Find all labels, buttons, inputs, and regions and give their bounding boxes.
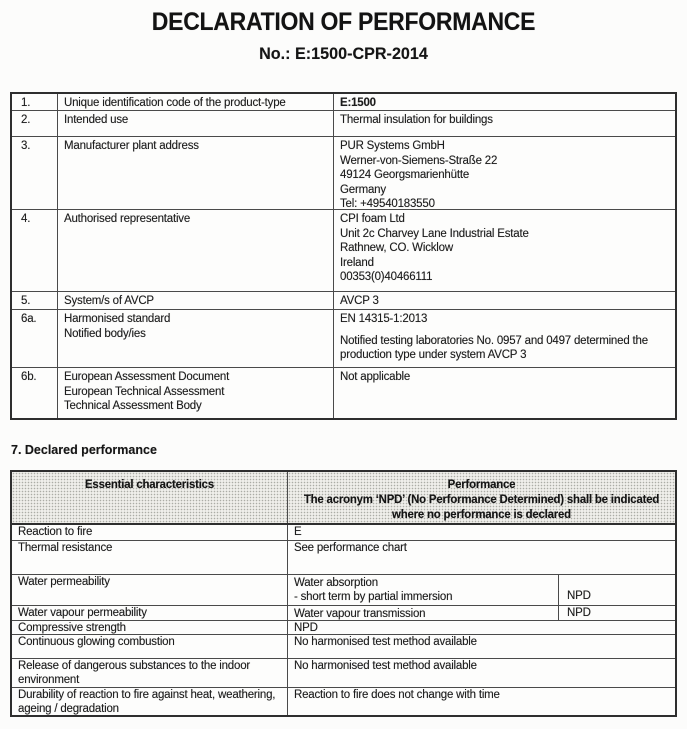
doc-number: No.: E:1500-CPR-2014 (259, 44, 428, 63)
row-label: System/s of AVCP (58, 292, 334, 309)
row-number: 5. (12, 292, 58, 309)
identification-table: 1. Unique identification code of the pro… (10, 92, 677, 420)
npd-value: NPD (567, 589, 591, 602)
performance-value: No harmonised test method available (294, 660, 477, 672)
label-line: Notified body/ies (64, 327, 146, 340)
row-number: 2. (12, 111, 58, 136)
performance-value: See performance chart (294, 542, 407, 554)
characteristic-label: Durability of reaction to fire against h… (12, 688, 288, 715)
label-line: Technical Assessment Body (64, 400, 202, 413)
characteristic-label: Water vapour permeability (12, 606, 288, 620)
table-row: 1. Unique identification code of the pro… (12, 94, 675, 111)
row-number: 6a. (12, 310, 58, 367)
row-value: E:1500 (340, 97, 376, 109)
description-line: - short term by partial immersion (294, 591, 453, 603)
table-row: 6b. European Assessment Document Europea… (12, 368, 675, 418)
npd-value: NPD (567, 607, 591, 619)
table-row: 2. Intended use Thermal insulation for b… (12, 111, 675, 137)
address-line: Werner-von-Siemens-Straße 22 (340, 154, 498, 167)
header-line: Performance (447, 477, 516, 491)
characteristic-label: Release of dangerous substances to the i… (12, 659, 288, 687)
address-line: 49124 Georgsmarienhütte (340, 169, 470, 182)
performance-value: No harmonised test method available (294, 636, 477, 648)
table-header-row: Essential characteristics Performance Th… (12, 472, 675, 525)
table-row: Water permeability Water absorption - sh… (12, 575, 675, 606)
declared-performance-heading: 7. Declared performance (11, 443, 157, 457)
address-line: Ireland (340, 256, 374, 269)
characteristic-label: Compressive strength (12, 621, 288, 634)
standard-reference: EN 14315-1:2013 (340, 313, 428, 325)
row-value: Thermal insulation for buildings (340, 114, 493, 126)
performance-value: E (294, 526, 302, 538)
performance-cell: Water absorption - short term by partial… (288, 575, 675, 605)
performance-cell: Water vapour transmission NPD (288, 606, 675, 620)
manufacturer-address: PUR Systems GmbH Werner-von-Siemens-Stra… (334, 137, 675, 209)
characteristic-label: Water permeability (12, 575, 288, 605)
address-line: Rathnew, CO. Wicklow (340, 242, 453, 255)
row-label: Unique identification code of the produc… (58, 94, 334, 110)
performance-table: Essential characteristics Performance Th… (10, 470, 677, 717)
performance-value: NPD (294, 622, 318, 634)
table-row: 3. Manufacturer plant address PUR System… (12, 137, 675, 210)
table-row: Water vapour permeability Water vapour t… (12, 606, 675, 621)
table-row: Reaction to fire E (12, 525, 675, 541)
label-line: Harmonised standard (64, 313, 171, 325)
row-value: AVCP 3 (340, 295, 379, 307)
performance-description: Water absorption - short term by partial… (288, 575, 559, 605)
table-row: Compressive strength NPD (12, 621, 675, 635)
row-number: 6b. (12, 368, 58, 418)
characteristic-label: Continuous glowing combustion (12, 635, 288, 658)
address-line: CPI foam Ltd (340, 213, 405, 225)
representative-address: CPI foam Ltd Unit 2c Charvey Lane Indust… (334, 210, 675, 291)
row-label: Manufacturer plant address (58, 137, 334, 209)
row-label: Intended use (58, 111, 334, 136)
address-line: PUR Systems GmbH (340, 140, 445, 152)
address-line: 00353(0)40466111 (340, 271, 433, 284)
label-line: European Assessment Document (64, 371, 230, 383)
address-line: Unit 2c Charvey Lane Industrial Estate (340, 227, 529, 240)
harmonised-standard-value: EN 14315-1:2013 Notified testing laborat… (334, 310, 675, 367)
characteristic-label: Thermal resistance (12, 541, 288, 574)
notified-bodies-note: Notified testing laboratories No. 0957 a… (340, 334, 648, 362)
doc-title: DECLARATION OF PERFORMANCE (151, 8, 536, 36)
performance-value: Reaction to fire does not change with ti… (294, 689, 500, 701)
row-label: Authorised representative (58, 210, 334, 291)
characteristic-label: Reaction to fire (12, 525, 288, 540)
row-number: 4. (12, 210, 58, 291)
header-line: The acronym ‘NPD’ (No Performance Determ… (303, 491, 660, 506)
row-number: 1. (12, 94, 58, 110)
label-line: European Technical Assessment (64, 385, 225, 398)
table-row: 4. Authorised representative CPI foam Lt… (12, 210, 675, 292)
row-value: Not applicable (340, 371, 411, 383)
table-row: Release of dangerous substances to the i… (12, 659, 675, 688)
header-line: where no performance is declared (392, 506, 571, 521)
table-row: 6a. Harmonised standard Notified body/ie… (12, 310, 675, 368)
table-row: Continuous glowing combustion No harmoni… (12, 635, 675, 659)
table-row: 5. System/s of AVCP AVCP 3 (12, 292, 675, 310)
performance-description: Water vapour transmission (288, 606, 559, 620)
row-label: Harmonised standard Notified body/ies (58, 310, 334, 367)
address-line: Tel: +49540183550 (340, 198, 435, 209)
table-row: Durability of reaction to fire against h… (12, 688, 675, 715)
table-row: Thermal resistance See performance chart (12, 541, 675, 575)
col-header-essential-characteristics: Essential characteristics (12, 472, 288, 523)
col-header-performance: Performance The acronym ‘NPD’ (No Perfor… (288, 472, 675, 523)
description-line: Water absorption (294, 577, 378, 589)
address-line: Germany (340, 183, 386, 196)
row-number: 3. (12, 137, 58, 209)
row-label: European Assessment Document European Te… (58, 368, 334, 418)
